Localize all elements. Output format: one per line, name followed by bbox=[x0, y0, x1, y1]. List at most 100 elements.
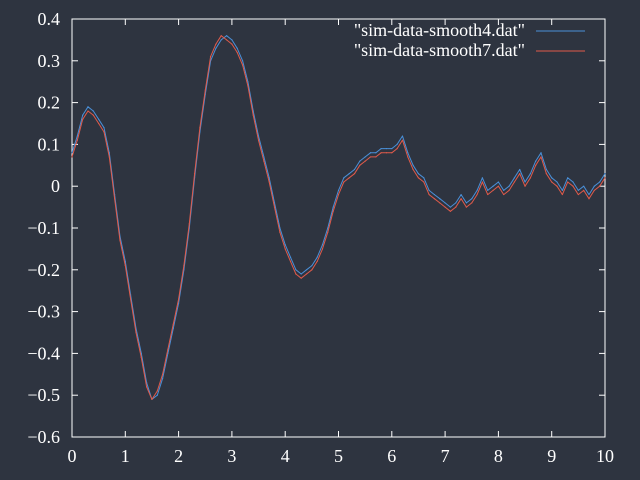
series-2-point bbox=[295, 273, 297, 275]
series-1-point bbox=[300, 273, 302, 275]
series-1-point bbox=[289, 256, 292, 258]
series-1-point bbox=[311, 265, 313, 267]
x-tick-label: 1 bbox=[121, 446, 130, 466]
series-2-point bbox=[439, 202, 441, 204]
series-2-point bbox=[545, 173, 547, 175]
series-1-point bbox=[396, 143, 398, 145]
series-2-point bbox=[327, 231, 329, 233]
x-tick-label: 4 bbox=[281, 446, 290, 466]
series-1-point bbox=[343, 177, 345, 179]
x-tick-label: 2 bbox=[174, 446, 183, 466]
series-1-point bbox=[577, 189, 579, 191]
series-2-point bbox=[556, 185, 558, 187]
series-1-point bbox=[401, 135, 404, 137]
series-1-point bbox=[465, 202, 468, 204]
series-1-point bbox=[460, 193, 462, 196]
series-2-point bbox=[412, 168, 414, 171]
series-2-point bbox=[76, 139, 78, 141]
series-2-point bbox=[289, 260, 292, 263]
series-2-point bbox=[300, 277, 302, 279]
series-1-point bbox=[172, 327, 174, 329]
series-2-point bbox=[492, 189, 494, 191]
series-2-point bbox=[599, 185, 601, 187]
y-tick-label: 0.4 bbox=[38, 9, 61, 29]
series-1-point bbox=[551, 177, 553, 179]
series-2-point bbox=[460, 198, 462, 200]
series-2-point bbox=[540, 156, 542, 158]
series-1-point bbox=[588, 193, 590, 196]
series-2-point bbox=[465, 206, 468, 208]
series-2-point bbox=[519, 173, 521, 175]
series-2-point bbox=[98, 122, 100, 125]
series-2-point bbox=[583, 189, 585, 191]
series-2-point bbox=[204, 89, 206, 91]
y-tick-label: 0.2 bbox=[38, 93, 61, 113]
series-2-point bbox=[87, 110, 89, 112]
series-2-point bbox=[604, 177, 606, 179]
x-tick-label: 10 bbox=[596, 446, 614, 466]
x-tick-label: 9 bbox=[547, 446, 556, 466]
series-2-point bbox=[348, 177, 350, 179]
series-1-point bbox=[156, 394, 158, 396]
y-tick-label: −0.3 bbox=[27, 302, 60, 322]
series-1-point bbox=[295, 269, 297, 271]
series-1-point bbox=[476, 189, 478, 191]
series-2-point bbox=[241, 64, 244, 66]
series-2-point bbox=[273, 206, 276, 208]
series-1-point bbox=[247, 81, 249, 83]
series-2-point bbox=[220, 35, 222, 37]
series-1-point bbox=[162, 377, 164, 380]
series-1-point bbox=[316, 256, 318, 258]
series-lines bbox=[71, 35, 606, 400]
series-2-point bbox=[257, 139, 260, 141]
series-2-point bbox=[193, 173, 196, 175]
series-2-point bbox=[199, 127, 201, 129]
series-2-point bbox=[82, 118, 84, 120]
series-2-point bbox=[92, 114, 94, 116]
series-1-point bbox=[82, 114, 84, 116]
series-2-point bbox=[396, 147, 398, 150]
series-1-point bbox=[305, 269, 308, 271]
series-2-point bbox=[567, 181, 569, 183]
series-1-point bbox=[519, 168, 521, 171]
series-1-point bbox=[412, 164, 414, 166]
series-1-point bbox=[92, 110, 94, 112]
y-tick-label: 0.1 bbox=[38, 134, 61, 154]
series-1-point bbox=[140, 352, 142, 354]
series-2-point bbox=[252, 114, 254, 116]
x-tick-label: 8 bbox=[494, 446, 503, 466]
series-2-point bbox=[119, 239, 121, 242]
series-2-point bbox=[178, 298, 180, 300]
series-1-point bbox=[529, 173, 531, 175]
y-tick-label: −0.4 bbox=[27, 343, 60, 363]
series-2-point bbox=[497, 185, 499, 187]
series-1-point bbox=[455, 202, 457, 204]
series-1-point bbox=[348, 173, 350, 175]
series-2-point bbox=[359, 164, 361, 166]
series-1-point bbox=[535, 160, 537, 162]
series-2-point bbox=[561, 193, 563, 196]
series-2-point bbox=[311, 269, 313, 271]
series-1-point bbox=[508, 185, 510, 187]
series-1-point bbox=[369, 152, 372, 154]
series-2-point bbox=[284, 248, 286, 250]
series-1-point bbox=[444, 202, 446, 204]
series-1-point bbox=[103, 127, 105, 129]
series-2-point bbox=[364, 160, 366, 162]
series-2-point bbox=[162, 373, 164, 375]
series-2-point bbox=[279, 231, 281, 233]
series-2-point bbox=[263, 160, 265, 162]
series-2-point bbox=[433, 198, 436, 200]
series-2-point bbox=[151, 398, 153, 400]
series-1-point bbox=[524, 181, 526, 183]
series-2-point bbox=[476, 193, 478, 196]
series-1-point bbox=[215, 47, 217, 49]
series-2-point bbox=[236, 51, 238, 54]
series-1-point bbox=[353, 168, 356, 171]
series-1-point bbox=[98, 118, 100, 120]
series-2-point bbox=[588, 198, 590, 200]
series-1-point bbox=[497, 181, 499, 183]
axis-ticks: 0 1 2 3 4 5 6 7 8 9 10 0.4 0.3 0.2 0.1 0 −0.1 −0.2 −0.3 −0.… bbox=[27, 9, 614, 466]
